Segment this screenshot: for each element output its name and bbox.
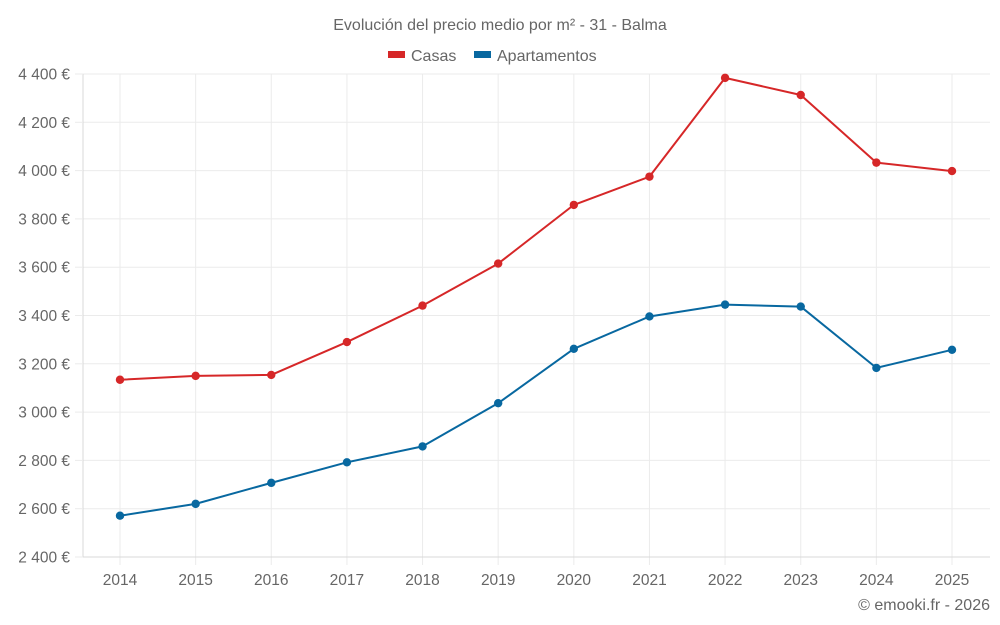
- data-point-apartamentos: [267, 478, 276, 488]
- x-tick-label: 2014: [103, 572, 138, 589]
- y-tick-label: 2 400 €: [18, 550, 70, 567]
- series-group: [115, 73, 957, 520]
- y-tick-label: 3 200 €: [18, 356, 70, 373]
- legend-label-apartamentos: Apartamentos: [497, 48, 597, 65]
- data-point-casas: [872, 158, 881, 167]
- x-tick-label: 2021: [632, 572, 666, 589]
- series-line-apartamentos: [119, 303, 953, 517]
- x-tick-label: 2024: [859, 572, 894, 589]
- x-tick-label: 2025: [935, 572, 969, 589]
- data-point-casas: [947, 166, 957, 176]
- data-point-casas: [796, 90, 805, 100]
- series-line-casas: [119, 76, 953, 381]
- series-casas: [115, 73, 957, 384]
- y-axis-ticks: 2 400 € 2 600 € 2 800 € 3 000 € 3 200 € 3 400…: [18, 67, 83, 567]
- y-tick-label: 3 000 €: [18, 405, 70, 422]
- data-point-apartamentos: [342, 458, 352, 467]
- legend-label-casas: Casas: [411, 48, 456, 65]
- data-point-casas: [115, 375, 125, 384]
- legend-item-casas: Casas: [388, 48, 456, 65]
- x-gridlines: [119, 74, 953, 565]
- x-tick-label: 2019: [481, 572, 515, 589]
- data-point-apartamentos: [418, 442, 427, 451]
- y-tick-label: 2 800 €: [18, 453, 70, 470]
- data-point-casas: [720, 73, 730, 83]
- data-point-apartamentos: [720, 300, 730, 309]
- y-tick-label: 3 800 €: [18, 211, 70, 228]
- data-point-apartamentos: [872, 363, 881, 373]
- y-tick-label: 4 200 €: [18, 115, 70, 132]
- x-tick-label: 2016: [254, 572, 288, 589]
- data-point-casas: [342, 337, 352, 347]
- chart-title: Evolución del precio medio por m² - 31 -…: [333, 17, 667, 34]
- data-point-casas: [569, 200, 579, 210]
- x-tick-label: 2017: [330, 572, 364, 589]
- credit-text: © emooki.fr - 2026: [858, 597, 990, 614]
- y-tick-label: 4 400 €: [18, 67, 70, 84]
- data-point-apartamentos: [947, 345, 957, 354]
- y-tick-label: 3 400 €: [18, 308, 70, 325]
- data-point-casas: [191, 371, 200, 381]
- legend: Casas Apartamentos: [388, 48, 597, 65]
- legend-swatch-apartamentos: [474, 51, 491, 58]
- x-tick-label: 2018: [405, 572, 439, 589]
- x-tick-label: 2022: [708, 572, 742, 589]
- series-apartamentos: [115, 300, 957, 520]
- legend-swatch-casas: [388, 51, 405, 58]
- y-tick-label: 2 600 €: [18, 501, 70, 518]
- y-gridlines: [83, 73, 990, 510]
- data-point-casas: [645, 172, 654, 181]
- data-point-apartamentos: [191, 499, 200, 509]
- data-point-casas: [493, 259, 503, 268]
- data-point-casas: [267, 370, 276, 380]
- data-point-apartamentos: [493, 398, 503, 408]
- y-tick-label: 3 600 €: [18, 260, 70, 277]
- x-tick-label: 2023: [783, 572, 817, 589]
- data-point-apartamentos: [569, 344, 579, 354]
- y-tick-label: 4 000 €: [18, 163, 70, 180]
- data-point-apartamentos: [115, 511, 125, 520]
- x-tick-label: 2020: [557, 572, 592, 589]
- data-point-apartamentos: [645, 312, 654, 321]
- data-point-apartamentos: [796, 302, 805, 311]
- x-axis-ticks: 2014 2015 2016 2017 2018 2019 2020 2021 2022 2023…: [103, 572, 969, 589]
- legend-item-apartamentos: Apartamentos: [474, 48, 597, 65]
- data-point-casas: [418, 301, 427, 310]
- x-tick-label: 2015: [178, 572, 212, 589]
